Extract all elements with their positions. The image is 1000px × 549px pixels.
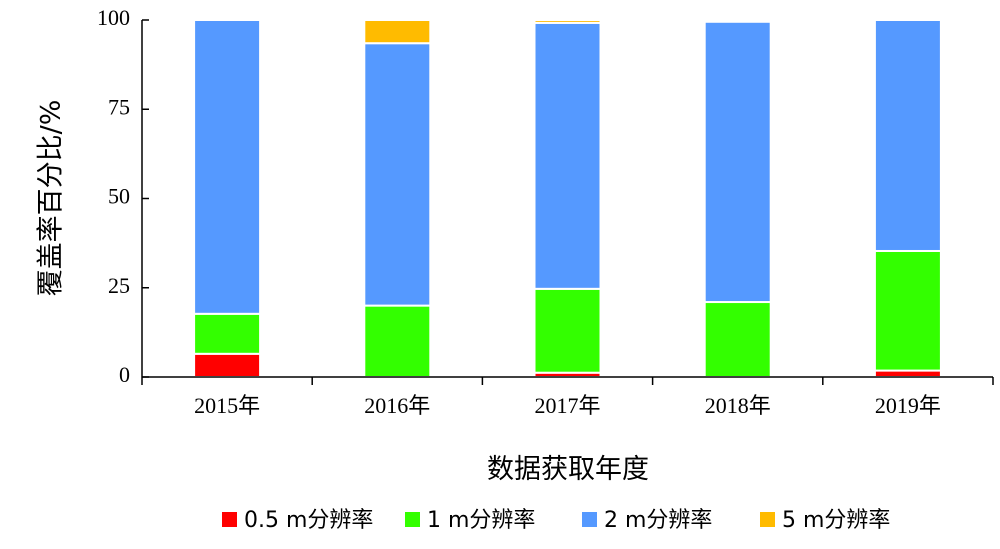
- bars-group: [193, 19, 942, 379]
- bar-segment-2-1: [533, 287, 602, 374]
- bar-segment-4-2: [873, 19, 942, 252]
- legend-label: 2 m分辨率: [604, 508, 712, 533]
- legend-swatch: [405, 512, 420, 527]
- y-tick-label: 100: [97, 5, 130, 30]
- legend-swatch: [582, 512, 597, 527]
- x-tick-label: 2015年: [194, 393, 260, 418]
- y-axis-title: 覆盖率百分比/%: [36, 100, 67, 297]
- bar-segment-2-2: [533, 21, 602, 290]
- legend-label: 5 m分辨率: [782, 508, 890, 533]
- x-tick-label: 2018年: [705, 393, 771, 418]
- bar-segment-3-2: [703, 20, 772, 304]
- legend-swatch: [760, 512, 775, 527]
- legend-swatch: [222, 512, 237, 527]
- x-axis-title: 数据获取年度: [487, 454, 649, 485]
- y-tick-label: 0: [119, 362, 130, 387]
- legend-label: 0.5 m分辨率: [244, 508, 373, 533]
- y-tick-label: 25: [108, 273, 130, 298]
- bar-segment-0-0: [193, 352, 262, 379]
- bar-segment-4-1: [873, 249, 942, 372]
- x-tick-label: 2017年: [534, 393, 600, 418]
- bar-segment-3-1: [703, 301, 772, 378]
- legend: 0.5 m分辨率 1 m分辨率 2 m分辨率 5 m分辨率: [222, 508, 890, 533]
- bar-segment-2-3: [533, 19, 602, 24]
- bar-segment-0-1: [193, 312, 262, 355]
- y-ticks-group: 0 25 50 75 100: [97, 5, 149, 387]
- bar-segment-0-2: [193, 19, 262, 315]
- bar-segment-1-1: [363, 304, 432, 379]
- legend-label: 1 m分辨率: [427, 508, 535, 533]
- y-tick-label: 75: [108, 94, 130, 119]
- x-tick-label: 2016年: [364, 393, 430, 418]
- x-tick-label: 2019年: [875, 393, 941, 418]
- y-tick-label: 50: [108, 184, 130, 209]
- bar-segment-1-3: [363, 19, 432, 45]
- x-ticks-group: 2015年 2016年 2017年 2018年 2019年: [141, 377, 994, 418]
- bar-segment-1-2: [363, 42, 432, 307]
